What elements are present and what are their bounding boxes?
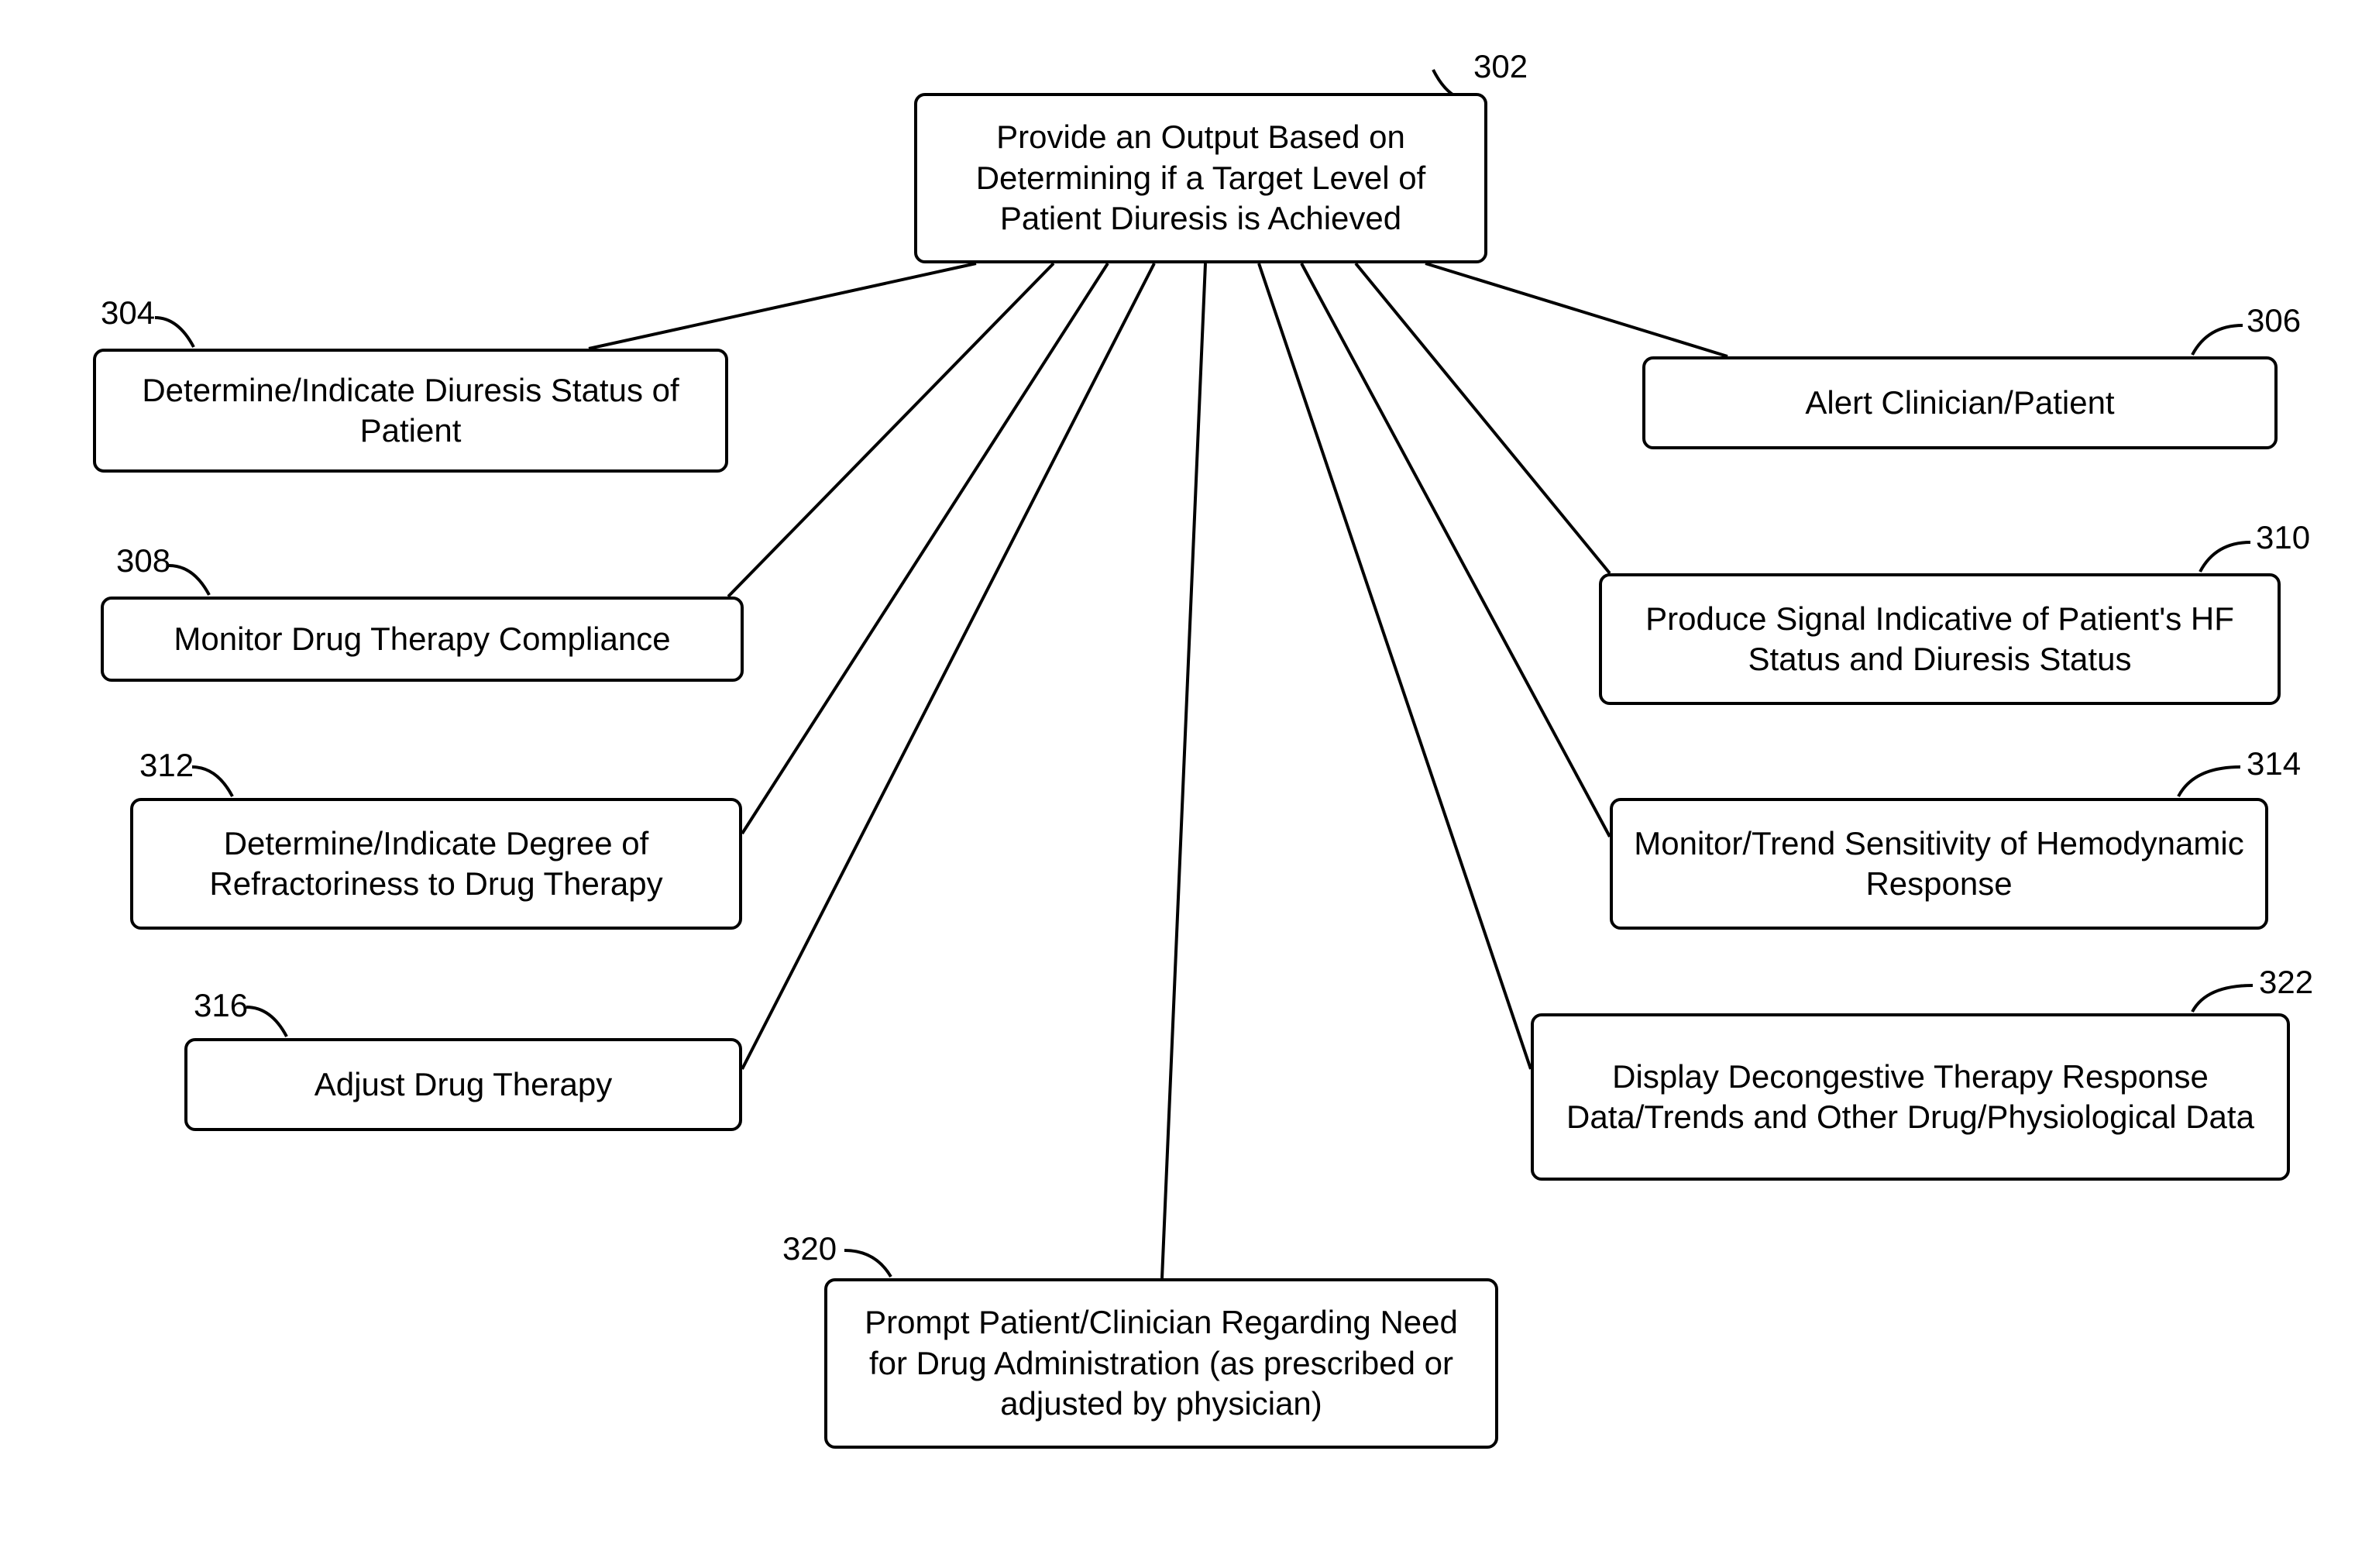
ref-label-314: 314 bbox=[2247, 745, 2301, 782]
leaf-node-308: Monitor Drug Therapy Compliance bbox=[101, 597, 744, 682]
diagram-canvas: { "diagram": { "type": "tree", "backgrou… bbox=[0, 0, 2355, 1568]
ref-label-310: 310 bbox=[2256, 519, 2310, 556]
node-text: Display Decongestive Therapy Response Da… bbox=[1548, 1057, 2273, 1138]
ref-label-322: 322 bbox=[2259, 964, 2313, 1001]
leaf-node-304: Determine/Indicate Diuresis Status of Pa… bbox=[93, 349, 728, 473]
ref-label-304: 304 bbox=[101, 294, 155, 332]
ref-label-308: 308 bbox=[116, 542, 170, 579]
leaf-node-320: Prompt Patient/Clinician Regarding Need … bbox=[824, 1278, 1498, 1449]
node-text: Determine/Indicate Diuresis Status of Pa… bbox=[110, 370, 711, 452]
ref-label-316: 316 bbox=[194, 987, 248, 1024]
node-text: Monitor/Trend Sensitivity of Hemodynamic… bbox=[1627, 824, 2251, 905]
node-text: Adjust Drug Therapy bbox=[315, 1064, 612, 1106]
leaf-node-312: Determine/Indicate Degree of Refractorin… bbox=[130, 798, 742, 930]
ref-label-306: 306 bbox=[2247, 302, 2301, 339]
root-node: Provide an Output Based on Determining i… bbox=[914, 93, 1487, 263]
node-text: Prompt Patient/Clinician Regarding Need … bbox=[841, 1302, 1481, 1425]
node-text: Monitor Drug Therapy Compliance bbox=[174, 619, 670, 660]
ref-label-320: 320 bbox=[782, 1230, 837, 1267]
node-text: Produce Signal Indicative of Patient's H… bbox=[1616, 599, 2264, 680]
node-text: Provide an Output Based on Determining i… bbox=[931, 117, 1470, 239]
ref-label-312: 312 bbox=[139, 747, 194, 784]
node-text: Alert Clinician/Patient bbox=[1805, 383, 2114, 424]
leaf-node-310: Produce Signal Indicative of Patient's H… bbox=[1599, 573, 2281, 705]
node-text: Determine/Indicate Degree of Refractorin… bbox=[147, 824, 725, 905]
leaf-node-314: Monitor/Trend Sensitivity of Hemodynamic… bbox=[1610, 798, 2268, 930]
leaf-node-306: Alert Clinician/Patient bbox=[1642, 356, 2278, 449]
ref-label-302: 302 bbox=[1473, 48, 1528, 85]
leaf-node-316: Adjust Drug Therapy bbox=[184, 1038, 742, 1131]
leaf-node-322: Display Decongestive Therapy Response Da… bbox=[1531, 1013, 2290, 1181]
